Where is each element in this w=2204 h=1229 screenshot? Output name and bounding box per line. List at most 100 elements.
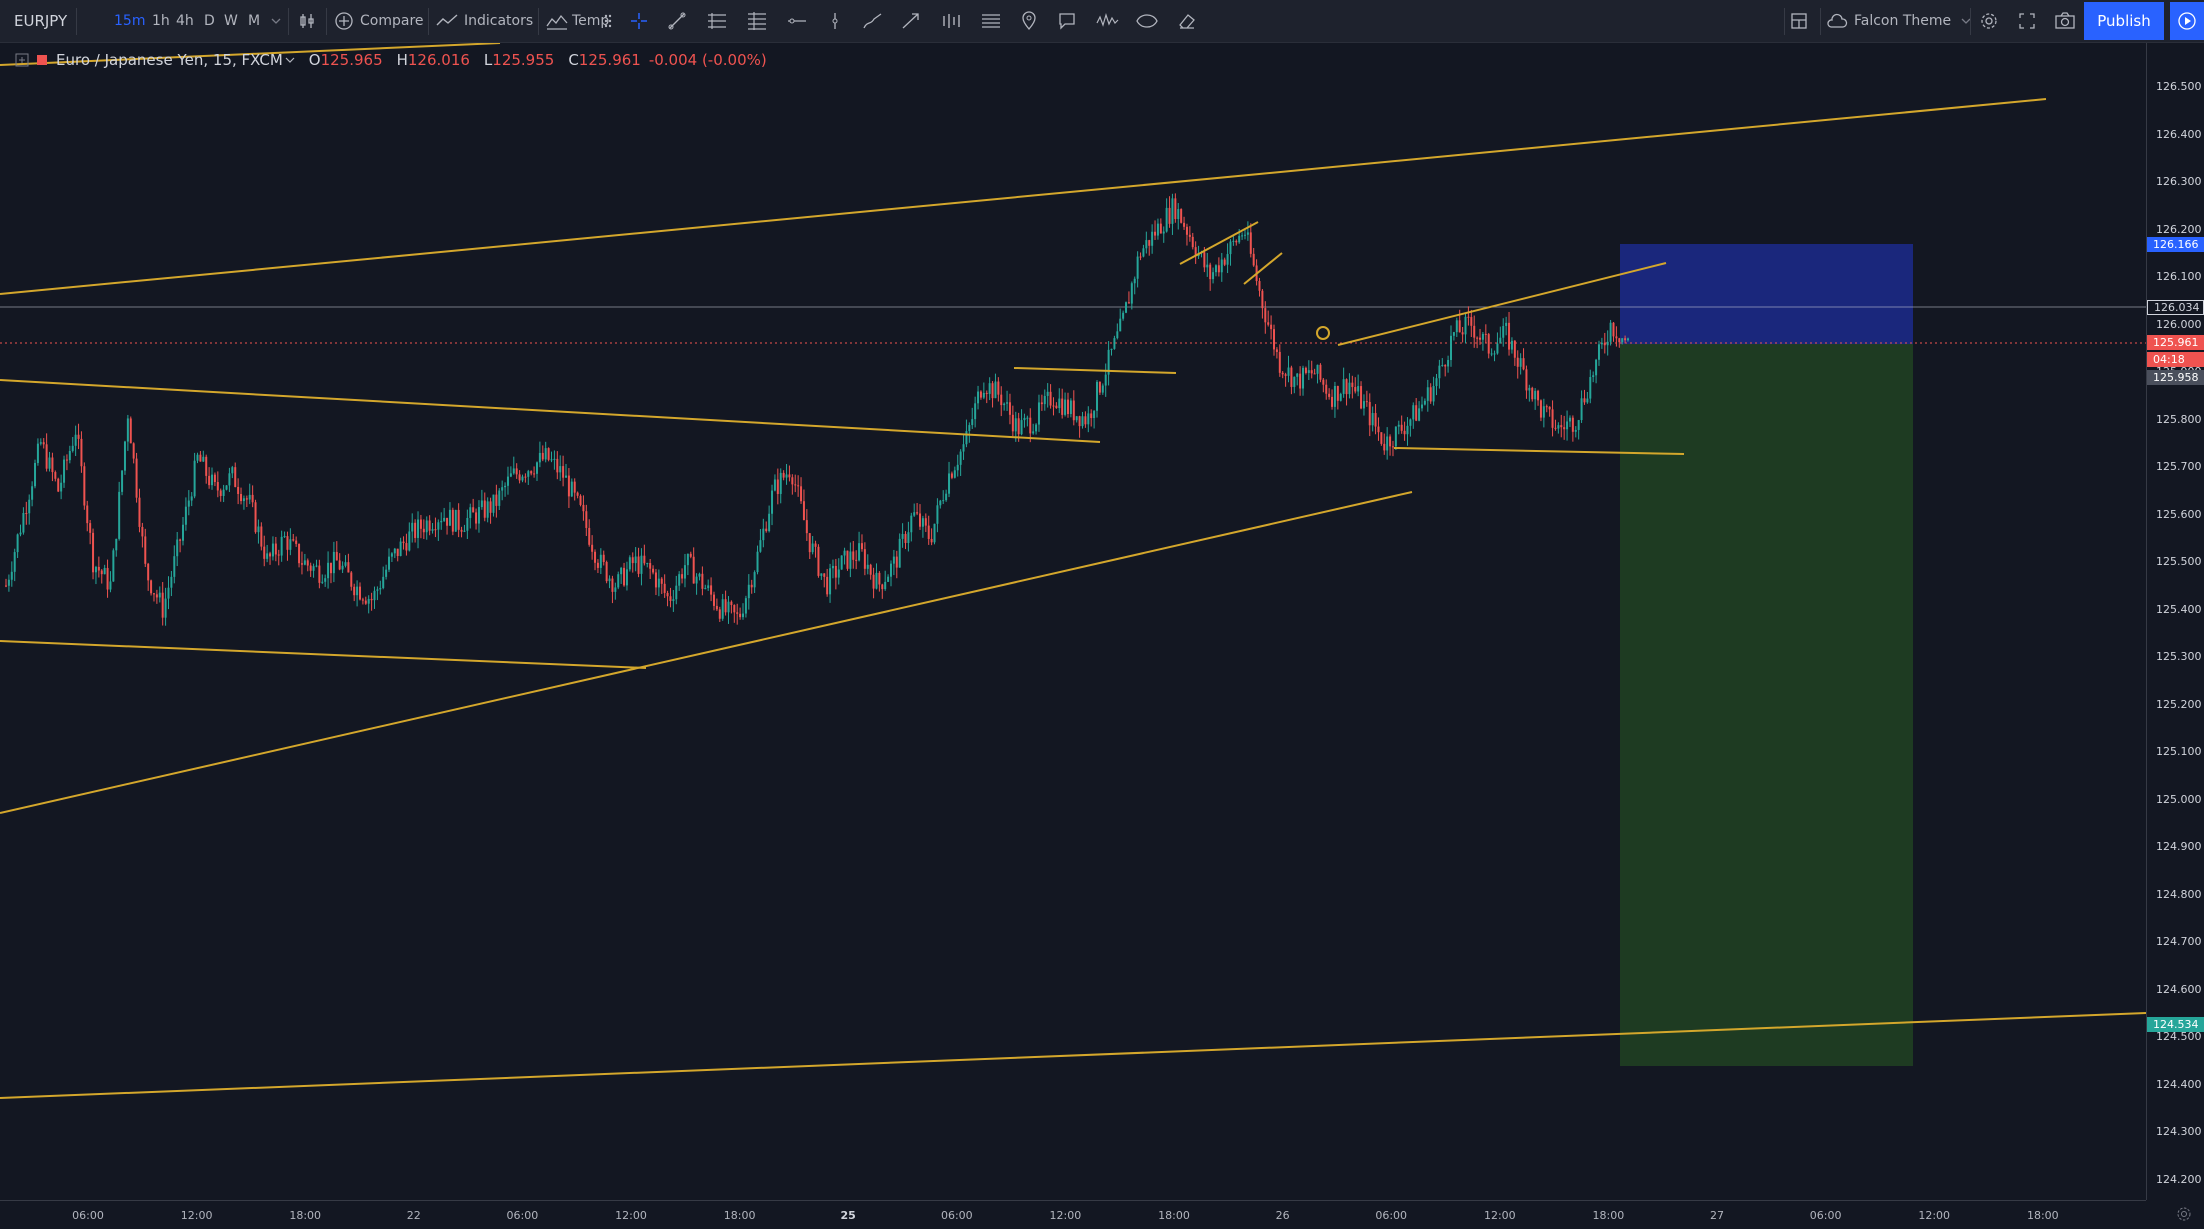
time-axis-label: 18:00 <box>2026 1209 2059 1222</box>
candle-body <box>948 473 951 494</box>
gear-icon[interactable] <box>1972 0 2006 42</box>
brush-icon[interactable] <box>856 0 890 42</box>
timeframe-m[interactable]: M <box>248 13 261 29</box>
comment-icon[interactable] <box>1050 0 1084 42</box>
candle-body <box>419 519 422 529</box>
templates-button[interactable]: Temp <box>546 0 609 42</box>
flag-icon <box>37 55 47 65</box>
time-axis-label: 27 <box>1710 1209 1724 1222</box>
candle-body <box>814 543 817 547</box>
timeframe-1h[interactable]: 1h <box>152 13 170 29</box>
stop-price-tag: 124.534 <box>2147 1017 2204 1032</box>
pitchfork-icon[interactable] <box>700 0 734 42</box>
compare-button[interactable]: Compare <box>334 0 424 42</box>
trend-line-icon[interactable] <box>660 0 694 42</box>
timeframe-w[interactable]: W <box>224 13 238 29</box>
indicators-button[interactable]: Indicators <box>436 0 533 42</box>
candle-body <box>199 454 202 462</box>
candle-body <box>1319 364 1322 380</box>
candle-body <box>121 470 124 492</box>
theme-selector[interactable]: Falcon Theme <box>1826 0 1973 42</box>
map-pin-icon[interactable] <box>1012 0 1046 42</box>
candle-body <box>1040 402 1043 405</box>
price-axis[interactable] <box>2146 43 2204 1200</box>
candle-body <box>1505 322 1508 326</box>
candle-body <box>1531 387 1534 400</box>
arrow-tool-icon[interactable] <box>894 0 928 42</box>
loss-zone[interactable] <box>1620 344 1913 1066</box>
candle-body <box>727 601 730 613</box>
candle-body <box>826 576 829 595</box>
chevron-down-icon[interactable] <box>285 56 295 64</box>
drag-handle-icon[interactable] <box>600 0 616 42</box>
candle-body <box>1130 283 1133 304</box>
timeframe-4h[interactable]: 4h <box>176 13 194 29</box>
series-name[interactable]: Euro / Japanese Yen, 15, FXCM <box>56 51 283 69</box>
fullscreen-icon[interactable] <box>2010 0 2044 42</box>
candle-body <box>657 578 660 588</box>
candle-body <box>155 594 158 598</box>
candle-body <box>707 585 710 589</box>
candle-body <box>1542 406 1545 418</box>
vertical-line-icon[interactable] <box>818 0 852 42</box>
timeframe-15m[interactable]: 15m <box>114 13 146 29</box>
candle-body <box>1290 367 1293 387</box>
candle-body <box>1490 353 1493 355</box>
layout-icon[interactable] <box>1782 0 1816 42</box>
price-axis-label: 124.400 <box>2156 1077 2202 1091</box>
candle-body <box>257 526 260 533</box>
candle-body <box>173 556 176 577</box>
candle-body <box>1412 405 1415 420</box>
candle-body <box>982 392 985 398</box>
fib-retracement-icon[interactable] <box>740 0 774 42</box>
eraser-icon[interactable] <box>1170 0 1204 42</box>
candle-body <box>1365 401 1368 403</box>
shapes-icon[interactable] <box>1130 0 1164 42</box>
alert-marker[interactable] <box>1316 326 1330 340</box>
pattern-icon[interactable] <box>1090 0 1124 42</box>
candle-body <box>332 551 335 574</box>
candle-body <box>501 487 504 491</box>
candle-body <box>1258 281 1261 291</box>
candle-body <box>132 443 135 459</box>
candle-body <box>817 546 820 576</box>
chevron-down-icon[interactable] <box>266 0 286 42</box>
candle-body <box>289 539 292 550</box>
candle-body <box>234 467 237 487</box>
candle-body <box>1534 390 1537 400</box>
replay-button[interactable] <box>2170 2 2204 40</box>
candle-body <box>750 584 753 588</box>
price-chart[interactable] <box>0 43 2146 1200</box>
candle-body <box>779 472 782 494</box>
trend-lines[interactable] <box>0 43 2146 1099</box>
symbol-search[interactable]: EURJPY <box>14 12 68 30</box>
candle-body <box>1391 446 1394 448</box>
candle-body <box>390 553 393 557</box>
candle-body <box>1389 436 1392 447</box>
candle-body <box>602 554 605 562</box>
toolbar-divider <box>428 8 429 35</box>
timeframe-d[interactable]: D <box>204 13 215 29</box>
plus-circle-icon <box>335 12 353 30</box>
candle-body <box>466 517 469 531</box>
candle-body <box>1513 340 1516 358</box>
gear-icon[interactable] <box>2164 1200 2204 1228</box>
position-tool-icon[interactable] <box>974 0 1008 42</box>
candles-style-icon[interactable] <box>290 0 324 42</box>
time-axis[interactable] <box>0 1200 2146 1229</box>
collapse-icon[interactable] <box>14 52 30 68</box>
candle-body <box>666 592 669 597</box>
publish-button[interactable]: Publish <box>2084 2 2164 40</box>
horizontal-ray-icon[interactable] <box>780 0 814 42</box>
candle-body <box>715 605 718 610</box>
profit-zone[interactable] <box>1620 244 1913 345</box>
crosshair-icon[interactable] <box>622 0 656 42</box>
camera-icon[interactable] <box>2048 0 2082 42</box>
bars-pattern-icon[interactable] <box>934 0 968 42</box>
candle-body <box>1069 400 1072 415</box>
candle-body <box>1116 331 1119 339</box>
candle-body <box>428 520 431 531</box>
candle-body <box>1580 398 1583 421</box>
candle-body <box>367 598 370 604</box>
candle-body <box>176 539 179 557</box>
